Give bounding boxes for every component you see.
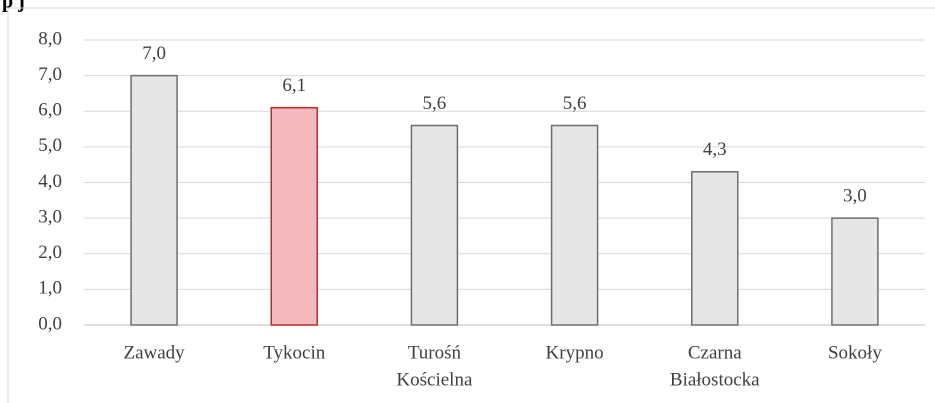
bar (270, 106, 318, 326)
x-tick-label: Zawady (123, 342, 185, 363)
y-tick-label: 7,0 (38, 64, 62, 85)
data-label: 4,3 (703, 139, 727, 160)
chart-title-fragment: p j (2, 0, 25, 13)
x-tick-label: Czarna (688, 342, 742, 363)
bar (550, 124, 599, 326)
x-tick-label: Tykocin (263, 342, 325, 363)
data-label: 7,0 (142, 43, 166, 64)
bar (130, 74, 178, 326)
data-label: 5,6 (423, 93, 447, 114)
y-tick-label: 4,0 (38, 171, 62, 192)
y-tick-label: 5,0 (38, 135, 62, 156)
y-tick-label: 8,0 (38, 28, 62, 49)
y-tick-label: 1,0 (38, 278, 62, 299)
x-axis: Zawady Tykocin Turośń Kościelna Krypno Czarna… (123, 342, 882, 390)
x-tick-label: Kościelna (396, 369, 473, 390)
gridlines (84, 39, 925, 326)
data-label: 3,0 (843, 185, 867, 206)
x-tick-label: Białostocka (670, 369, 760, 390)
bar (691, 171, 739, 326)
x-tick-label: Sokoły (828, 342, 882, 363)
bar (831, 217, 879, 326)
bars: 7,0 6,1 5,6 5,6 4,3 3,0 (130, 43, 879, 326)
y-tick-label: 6,0 (38, 100, 62, 121)
x-tick-label: Turośń (408, 342, 462, 363)
data-label: 6,1 (282, 75, 306, 96)
y-axis: 0,0 1,0 2,0 3,0 4,0 5,0 6,0 7,0 8,0 (38, 28, 62, 334)
x-tick-label: Krypno (546, 342, 604, 363)
y-tick-label: 2,0 (38, 242, 62, 263)
y-tick-label: 0,0 (38, 313, 62, 334)
data-label: 5,6 (563, 93, 587, 114)
y-tick-label: 3,0 (38, 206, 62, 227)
bar (410, 124, 459, 326)
